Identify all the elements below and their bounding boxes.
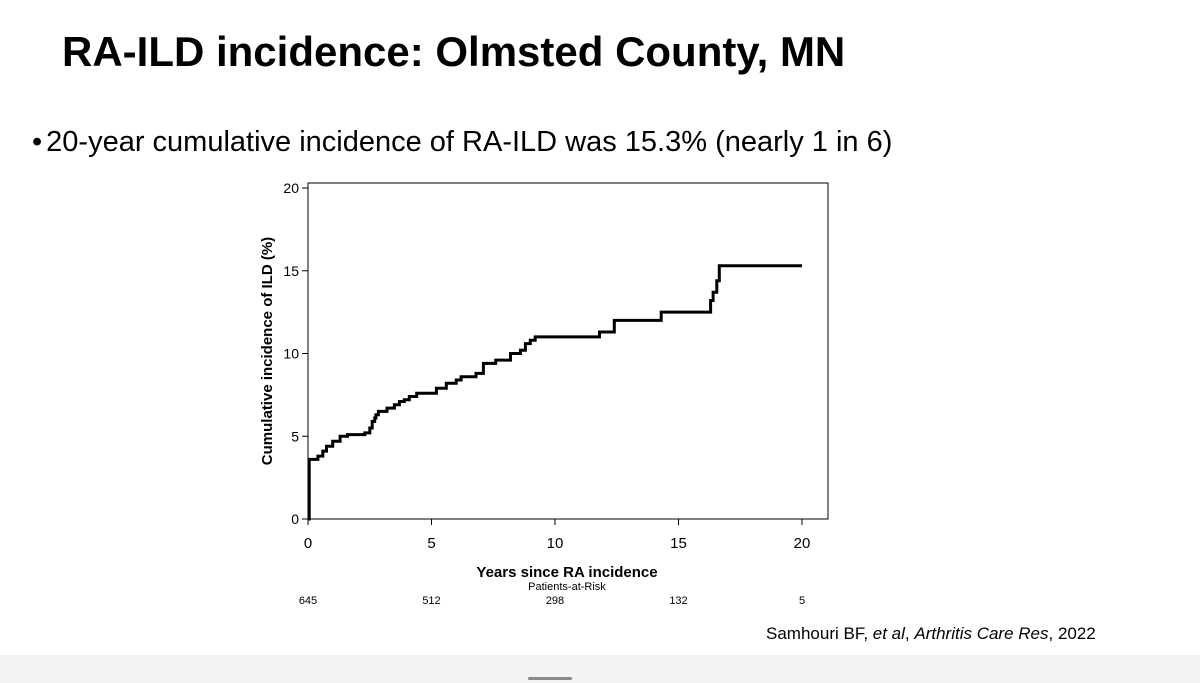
slide: RA-ILD incidence: Olmsted County, MN • 20…	[32, 28, 1096, 644]
chart-layer: 0 5 10 15 20 0 5 10 15 20 Years since RA incidence…	[259, 180, 829, 607]
citation: Samhouri BF, et al, Arthritis Care Res, …	[766, 624, 1096, 644]
citation-year: , 2022	[1048, 624, 1096, 643]
risk-table-label: Patients-at-Risk	[528, 581, 606, 593]
bullet-marker: •	[32, 126, 43, 158]
y-axis-label: Cumulative incidence of ILD (%)	[259, 237, 276, 465]
x-tick-label: 20	[794, 535, 811, 552]
risk-count: 298	[546, 595, 564, 607]
x-tick-label: 0	[304, 535, 312, 552]
bottom-strip	[0, 655, 1200, 683]
x-tick-label: 10	[547, 535, 564, 552]
citation-journal: Arthritis Care Res	[914, 624, 1049, 643]
x-axis-label: Years since RA incidence	[476, 564, 657, 581]
bullet-point: • 20-year cumulative incidence of RA-ILD …	[32, 126, 892, 159]
citation-etal: et al	[872, 624, 905, 643]
risk-count: 512	[422, 595, 440, 607]
x-tick-label: 15	[670, 535, 687, 552]
risk-count: 132	[669, 595, 687, 607]
risk-count: 5	[799, 595, 805, 607]
y-tick-label: 10	[283, 346, 299, 362]
y-tick-label: 0	[291, 511, 299, 527]
km-chart: 0 5 10 15 20 0 5 10 15 20 Years since RA incidence…	[259, 180, 829, 607]
citation-authors: Samhouri BF,	[766, 624, 873, 643]
risk-count: 645	[299, 595, 317, 607]
citation-sep: ,	[904, 624, 915, 643]
y-tick-label: 15	[283, 263, 299, 279]
slide-title: RA-ILD incidence: Olmsted County, MN	[62, 28, 846, 75]
incidence-step-line	[307, 264, 802, 521]
y-tick-label: 5	[291, 428, 299, 444]
x-tick-label: 5	[427, 535, 435, 552]
plot-frame	[307, 182, 829, 520]
y-tick-label: 20	[283, 180, 299, 196]
bullet-text: 20-year cumulative incidence of RA-ILD w…	[46, 126, 893, 158]
scroll-handle[interactable]	[528, 677, 572, 680]
